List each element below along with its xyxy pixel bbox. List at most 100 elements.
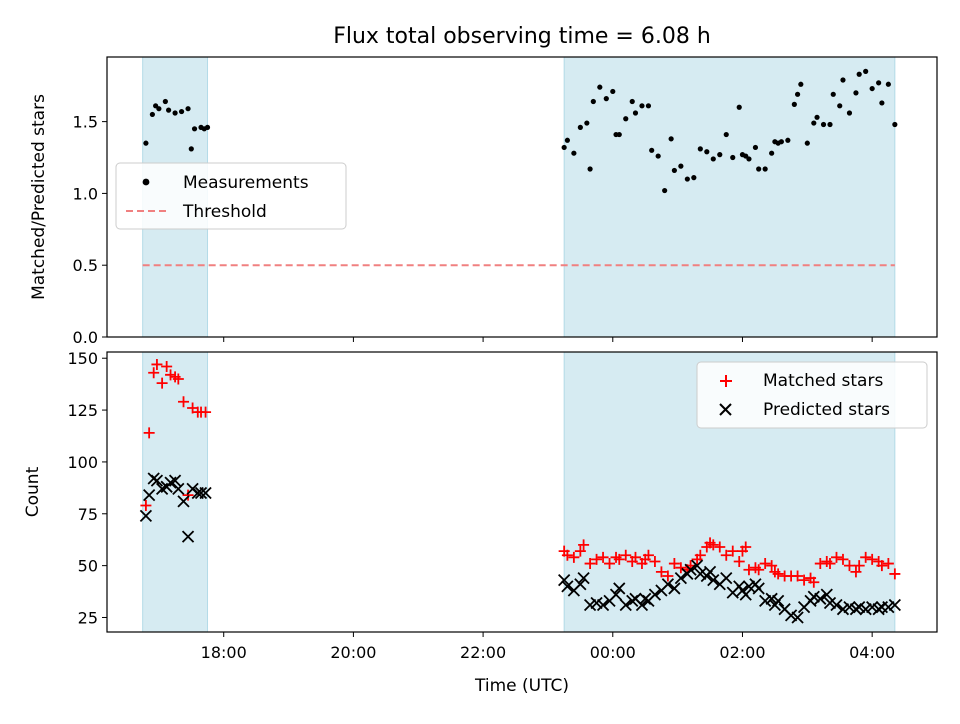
bottom-matched-stars-point: [161, 361, 173, 373]
bottom-matched-stars-point: [584, 558, 596, 570]
bottom-ytick-label: 125: [67, 401, 98, 420]
bottom-matched-stars-point: [798, 574, 810, 586]
bottom-predicted-stars-point: [613, 582, 626, 595]
top-legend: Measurements Threshold: [115, 162, 347, 230]
bottom-predicted-stars-point: [888, 598, 901, 612]
bottom-matched-stars-point: [876, 560, 888, 572]
top-panel: 0.0 0.5 1.0 1.5: [73, 56, 938, 347]
top-measurements-point: [811, 120, 817, 126]
top-measurements-point: [730, 154, 736, 161]
bottom-matched-stars-point: [629, 551, 641, 563]
top-measurements-point: [166, 107, 172, 113]
top-measurements-point: [603, 96, 609, 102]
bottom-matched-stars-point: [850, 566, 862, 578]
top-measurements-point: [892, 121, 898, 128]
bottom-matched-stars-point: [182, 489, 194, 501]
bottom-predicted-stars-point: [150, 474, 164, 487]
top-measurements-point: [149, 111, 155, 118]
bottom-matched-stars-point: [743, 564, 755, 576]
bottom-matched-stars-point: [613, 553, 625, 565]
bottom-matched-stars-point: [866, 553, 878, 565]
bottom-predicted-stars-point: [830, 598, 843, 612]
top-measurements-point: [762, 166, 768, 172]
bottom-predicted-stars-point: [194, 486, 208, 500]
top-measurements-point: [178, 108, 185, 115]
bottom-matched-stars-point: [814, 558, 826, 570]
bottom-predicted-stars-point: [791, 611, 804, 624]
top-measurements-point: [162, 98, 168, 105]
bottom-matched-stars-point: [574, 545, 586, 557]
top-measurements-point: [597, 84, 603, 90]
bottom-matched-stars-point: [597, 551, 609, 563]
top-ytick-label: 0.0: [73, 328, 98, 347]
top-measurements-point: [204, 124, 211, 130]
bottom-matched-stars-point: [578, 539, 590, 551]
top-measurements-point: [668, 136, 674, 142]
bottom-matched-stars-point: [759, 558, 771, 570]
top-measurements-point: [188, 146, 194, 152]
top-measurements-point: [814, 114, 820, 120]
legend-measurements-marker: [142, 178, 150, 186]
top-measurements-point: [623, 116, 629, 122]
top-axes-frame: [106, 56, 938, 338]
bottom-ylabel: Count: [23, 466, 43, 517]
bottom-predicted-stars-point: [814, 592, 827, 605]
top-ytick-label: 1.5: [73, 113, 98, 132]
top-measurements-point: [671, 167, 677, 174]
bottom-predicted-stars-point: [143, 488, 156, 502]
top-measurements-point: [649, 147, 655, 153]
top-measurements-point: [820, 121, 827, 128]
bottom-legend: Matched stars Predicted stars: [696, 361, 928, 429]
bottom-predicted-stars-point: [635, 598, 649, 612]
bottom-predicted-stars-point: [752, 582, 765, 595]
bottom-matched-stars-point: [200, 406, 212, 418]
bottom-predicted-stars-point: [561, 580, 574, 593]
top-ytick-label: 0.5: [73, 256, 98, 275]
bottom-matched-stars-point: [772, 568, 784, 580]
bottom-matched-stars-point: [740, 541, 752, 553]
bottom-matched-stars-point: [707, 539, 719, 551]
bottom-predicted-stars-point: [199, 486, 212, 500]
top-measurements-point: [846, 110, 853, 116]
bottom-matched-stars-point: [649, 555, 661, 567]
bottom-predicted-stars-point: [172, 482, 185, 496]
bottom-matched-stars-point: [591, 553, 603, 565]
top-measurements-point: [717, 152, 723, 158]
bottom-ytick-label: 25: [78, 608, 98, 627]
top-measurements-point: [172, 110, 178, 116]
bottom-predicted-stars-point: [684, 563, 697, 576]
top-measurements-point: [746, 156, 752, 162]
top-measurements-point: [564, 137, 570, 143]
bottom-predicted-stars-point: [139, 509, 153, 522]
xtick-label: 04:00: [849, 643, 895, 662]
top-measurements-point: [778, 139, 784, 145]
bottom-matched-stars-point: [151, 358, 163, 370]
top-measurements-point: [645, 103, 652, 109]
bottom-predicted-stars-point: [720, 571, 733, 585]
top-measurements-point: [584, 120, 590, 126]
bottom-predicted-stars-point: [609, 588, 623, 601]
top-measurements-point: [561, 144, 567, 151]
top-ytick-label: 1.0: [73, 184, 98, 203]
bottom-matched-stars-point: [178, 396, 190, 408]
bottom-matched-stars-point: [830, 551, 842, 563]
xtick-label: 22:00: [460, 643, 506, 662]
top-measurements-point: [577, 124, 583, 130]
bottom-predicted-stars-point: [619, 598, 632, 612]
bottom-matched-stars-point: [140, 499, 152, 511]
bottom-matched-stars-point: [882, 558, 894, 570]
bottom-matched-stars-point: [561, 549, 573, 561]
top-measurements-point: [876, 80, 882, 86]
top-measurements-point: [756, 166, 762, 172]
bottom-matched-stars-point: [668, 558, 680, 570]
legend-matched-marker: [720, 375, 732, 387]
bottom-predicted-stars-point: [558, 574, 571, 587]
bottom-matched-stars-point: [604, 558, 616, 570]
bottom-matched-stars-point: [837, 553, 849, 565]
bottom-matched-stars-point: [860, 551, 872, 563]
bottom-predicted-stars-point: [668, 582, 681, 595]
top-measurements-point: [885, 81, 891, 87]
bottom-predicted-stars-point: [739, 588, 752, 601]
legend-threshold-label: Threshold: [182, 202, 267, 222]
